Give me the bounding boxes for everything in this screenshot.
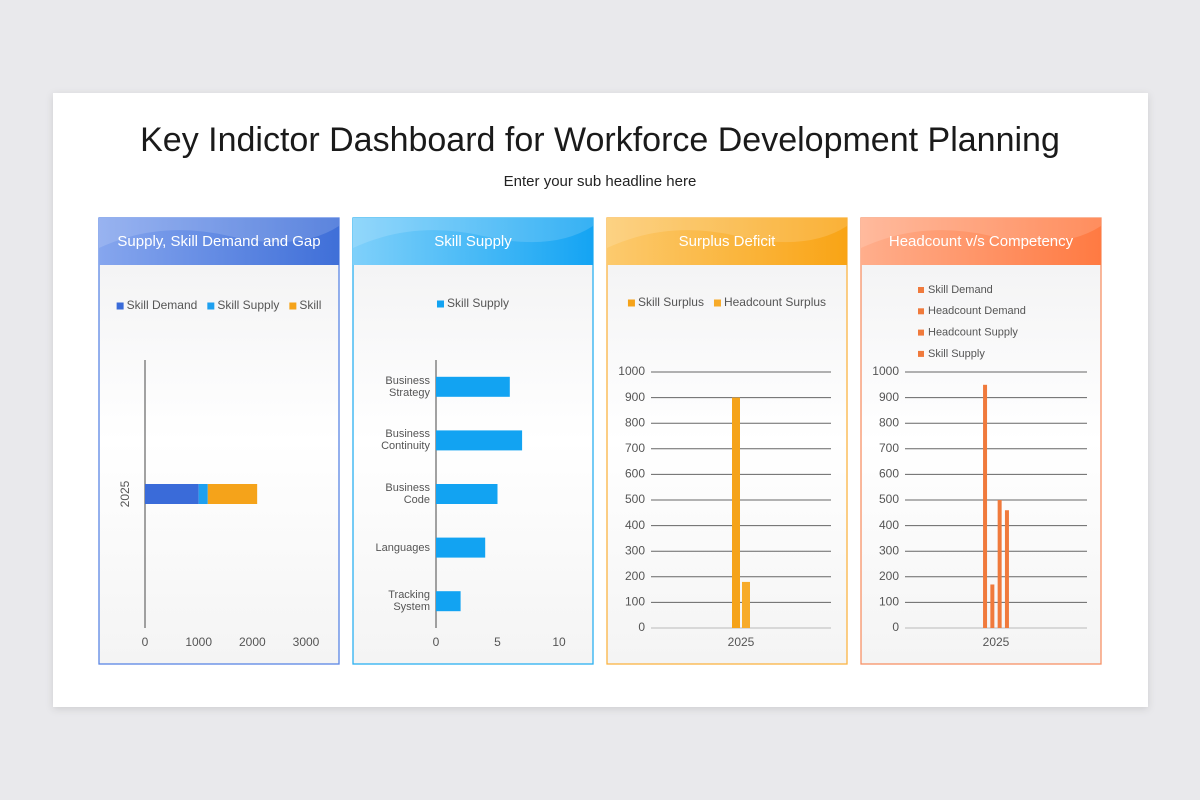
- legend-label: Skill Demand: [928, 284, 993, 296]
- y-tick-label: Business Strategy: [385, 374, 430, 399]
- legend-swatch: [289, 302, 297, 310]
- legend-swatch: [918, 350, 924, 357]
- y-tick-label: 300: [625, 543, 645, 557]
- x-tick-label: 2025: [728, 635, 755, 649]
- legend-label: Skill Supply: [447, 296, 509, 310]
- page-title: Key Indictor Dashboard for Workforce Dev…: [140, 121, 1060, 159]
- y-tick-label: 400: [625, 518, 645, 532]
- y-tick-label: 800: [625, 415, 645, 429]
- legend-label: Skill Supply: [217, 298, 279, 312]
- y-tick-label: 2025: [118, 480, 132, 507]
- y-tick-label: 0: [638, 620, 645, 634]
- legend-label: Skill: [299, 298, 321, 312]
- x-tick-label: 2000: [239, 635, 266, 649]
- legend-swatch: [713, 299, 721, 307]
- y-tick-label: 500: [625, 492, 645, 506]
- panel-title: Supply, Skill Demand and Gap: [117, 233, 320, 250]
- y-tick-label: 0: [892, 620, 899, 634]
- x-tick-label: 5: [494, 635, 501, 649]
- legend-label: Skill Demand: [127, 298, 198, 312]
- y-tick-label: Business Continuity: [381, 428, 430, 453]
- bar: [732, 397, 740, 628]
- x-tick-label: 0: [142, 635, 149, 649]
- header-swoosh: [861, 218, 1101, 248]
- y-tick-label: Business Code: [385, 482, 430, 506]
- y-tick-label: 800: [879, 415, 899, 429]
- bar: [436, 430, 523, 451]
- header-swoosh: [99, 218, 339, 248]
- panel-title: Surplus Deficit: [679, 233, 777, 250]
- panel: [860, 217, 1102, 665]
- header-swoosh: [607, 218, 847, 248]
- y-tick-label: Tracking System: [388, 589, 430, 614]
- y-tick-label-box: Business Strategy: [385, 374, 430, 399]
- legend-label: Headcount Surplus: [724, 295, 826, 309]
- legend-swatch: [207, 302, 215, 310]
- y-tick-label: 600: [625, 467, 645, 481]
- header-swoosh: [353, 218, 593, 248]
- bar: [997, 500, 1002, 628]
- y-tick-label: 900: [879, 390, 899, 404]
- bar: [145, 484, 199, 504]
- bar: [436, 591, 461, 612]
- y-tick-label-box: Business Continuity: [381, 428, 430, 453]
- legend-label: Skill Surplus: [638, 295, 704, 309]
- y-tick-label: 500: [879, 492, 899, 506]
- y-tick-label-box: Tracking System: [388, 589, 430, 614]
- y-tick-label: 700: [879, 441, 899, 455]
- panel-title: Skill Supply: [434, 233, 512, 250]
- y-tick-label: 300: [879, 543, 899, 557]
- legend-swatch: [918, 287, 924, 293]
- legend-swatch: [627, 299, 635, 307]
- y-tick-label: 1000: [872, 364, 899, 378]
- bar: [436, 484, 498, 504]
- panel-header: [607, 218, 847, 265]
- legend-label: Headcount Supply: [928, 327, 1018, 339]
- panel: [98, 217, 340, 665]
- legend-label: Headcount Demand: [928, 305, 1026, 317]
- y-tick-label: 700: [625, 441, 645, 455]
- x-tick-label: 2025: [983, 635, 1010, 649]
- legend-label: Skill Supply: [928, 348, 985, 360]
- bar: [742, 581, 750, 628]
- y-tick-label-box: Languages: [375, 541, 430, 554]
- y-tick-label-box: Business Code: [385, 482, 430, 506]
- bar: [1004, 510, 1009, 628]
- bar: [436, 376, 510, 397]
- y-tick-label: 200: [879, 569, 899, 583]
- y-tick-label: 100: [879, 595, 899, 609]
- legend-swatch: [436, 300, 444, 308]
- page-subtitle: Enter your sub headline here: [504, 173, 697, 190]
- panel-header: [99, 218, 339, 265]
- bar: [198, 484, 208, 504]
- y-tick-label: 400: [879, 518, 899, 532]
- panel-header: [861, 218, 1101, 265]
- legend-swatch: [918, 329, 924, 336]
- legend-swatch: [918, 308, 924, 315]
- y-tick-label: 1000: [618, 364, 645, 378]
- panel-header: [353, 218, 593, 265]
- panel: [606, 217, 848, 665]
- x-tick-label: 3000: [293, 635, 320, 649]
- x-tick-label: 10: [552, 635, 566, 649]
- y-tick-label: 900: [625, 390, 645, 404]
- panel-title: Headcount v/s Competency: [889, 233, 1074, 250]
- y-tick-label: 100: [625, 595, 645, 609]
- y-tick-label: Languages: [375, 541, 430, 554]
- x-tick-label: 1000: [185, 635, 212, 649]
- y-tick-label: 200: [625, 569, 645, 583]
- x-tick-label: 0: [433, 635, 440, 649]
- legend-swatch: [116, 302, 124, 310]
- bar: [207, 484, 258, 504]
- y-tick-label: 600: [879, 467, 899, 481]
- bar: [436, 537, 486, 558]
- bar: [983, 384, 988, 628]
- bar: [990, 584, 995, 628]
